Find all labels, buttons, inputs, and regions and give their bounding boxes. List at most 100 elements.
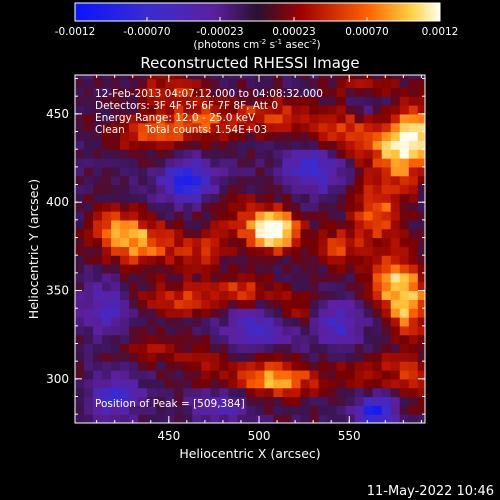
heatmap-cell bbox=[201, 202, 211, 212]
heatmap-cell bbox=[210, 246, 220, 256]
heatmap-cell bbox=[399, 325, 410, 336]
heatmap-cell bbox=[84, 405, 94, 415]
heatmap-cell bbox=[363, 105, 374, 115]
heatmap-cell bbox=[372, 75, 383, 80]
heatmap-cell bbox=[102, 122, 112, 133]
heatmap-cell bbox=[300, 78, 311, 88]
heatmap-cell bbox=[138, 343, 148, 353]
heatmap-cell bbox=[417, 96, 425, 106]
heatmap-cell bbox=[111, 87, 121, 97]
heatmap-cell bbox=[255, 78, 266, 88]
heatmap-cell bbox=[408, 352, 419, 362]
heatmap-cell bbox=[300, 405, 311, 415]
heatmap-cell bbox=[201, 211, 211, 221]
heatmap-cell bbox=[165, 325, 175, 336]
heatmap-cell bbox=[318, 343, 329, 353]
heatmap-cell bbox=[120, 264, 130, 274]
heatmap-cell bbox=[264, 87, 275, 97]
heatmap-cell bbox=[147, 96, 157, 106]
heatmap-cell bbox=[381, 175, 392, 186]
heatmap-cell bbox=[192, 272, 202, 283]
heatmap-cell bbox=[345, 202, 356, 212]
heatmap-cell bbox=[246, 166, 257, 177]
heatmap-cell bbox=[408, 299, 419, 309]
heatmap-cell bbox=[417, 414, 425, 423]
heatmap-cell bbox=[300, 219, 311, 230]
heatmap-cell bbox=[327, 113, 338, 124]
heatmap-cell bbox=[282, 193, 293, 203]
heatmap-cell bbox=[165, 272, 175, 283]
heatmap-cell bbox=[417, 87, 425, 97]
heatmap-cell bbox=[246, 75, 257, 80]
heatmap-cell bbox=[237, 184, 247, 194]
heatmap-cell bbox=[165, 361, 175, 371]
heatmap-cell bbox=[255, 317, 266, 327]
heatmap-cell bbox=[390, 281, 401, 292]
heatmap-cell bbox=[129, 246, 139, 256]
heatmap-cell bbox=[183, 378, 193, 389]
heatmap-cell bbox=[309, 140, 320, 150]
heatmap-cell bbox=[381, 255, 392, 265]
heatmap-cell bbox=[381, 405, 392, 415]
heatmap-cell bbox=[318, 325, 329, 336]
heatmap-cell bbox=[390, 264, 401, 274]
heatmap-cell bbox=[156, 317, 166, 327]
heatmap-cell bbox=[264, 281, 275, 292]
heatmap-cell bbox=[147, 75, 157, 80]
heatmap-cell bbox=[147, 405, 157, 415]
heatmap-cell bbox=[228, 149, 238, 159]
heatmap-cell bbox=[336, 149, 347, 159]
heatmap-cell bbox=[264, 343, 275, 353]
heatmap-cell bbox=[354, 414, 365, 423]
heatmap-cell bbox=[210, 149, 220, 159]
heatmap-cell bbox=[309, 299, 320, 309]
heatmap-cell bbox=[210, 87, 220, 97]
heatmap-cell bbox=[201, 246, 211, 256]
heatmap-cell bbox=[255, 396, 266, 406]
heatmap-cell bbox=[255, 352, 266, 362]
heatmap-cell bbox=[210, 370, 220, 380]
heatmap-cell bbox=[318, 131, 329, 141]
heatmap-cell bbox=[156, 113, 166, 124]
heatmap-cell bbox=[138, 202, 148, 212]
heatmap-cell bbox=[138, 352, 148, 362]
heatmap-cell bbox=[318, 334, 329, 345]
heatmap-cell bbox=[75, 96, 85, 106]
heatmap-cell bbox=[363, 361, 374, 371]
heatmap-cell bbox=[129, 370, 139, 380]
heatmap-cell bbox=[399, 149, 410, 159]
heatmap-cell bbox=[282, 228, 293, 239]
heatmap-cell bbox=[372, 78, 383, 88]
heatmap-cell bbox=[264, 175, 275, 186]
heatmap-cell bbox=[381, 122, 392, 133]
heatmap-cell bbox=[228, 158, 238, 168]
heatmap-cell bbox=[372, 105, 383, 115]
heatmap-cell bbox=[264, 122, 275, 133]
heatmap-cell bbox=[264, 414, 275, 423]
heatmap-cell bbox=[291, 149, 302, 159]
heatmap-cell bbox=[210, 166, 220, 177]
heatmap-cell bbox=[300, 370, 311, 380]
heatmap-cell bbox=[354, 246, 365, 256]
heatmap-cell bbox=[93, 334, 103, 345]
heatmap-cell bbox=[174, 87, 184, 97]
heatmap-cell bbox=[309, 149, 320, 159]
heatmap-cell bbox=[138, 264, 148, 274]
heatmap-cell bbox=[309, 202, 320, 212]
heatmap-cell bbox=[192, 255, 202, 265]
heatmap-cell bbox=[264, 105, 275, 115]
heatmap-cell bbox=[102, 193, 112, 203]
heatmap-cell bbox=[93, 175, 103, 186]
heatmap-cell bbox=[246, 290, 257, 300]
heatmap-cell bbox=[156, 87, 166, 97]
heatmap-cell bbox=[129, 352, 139, 362]
heatmap-cell bbox=[192, 149, 202, 159]
heatmap-cell bbox=[210, 211, 220, 221]
heatmap-cell bbox=[318, 290, 329, 300]
heatmap-cell bbox=[372, 334, 383, 345]
heatmap-cell bbox=[273, 131, 284, 141]
heatmap-cell bbox=[363, 255, 374, 265]
heatmap-cell bbox=[282, 325, 293, 336]
heatmap-cell bbox=[120, 78, 130, 88]
